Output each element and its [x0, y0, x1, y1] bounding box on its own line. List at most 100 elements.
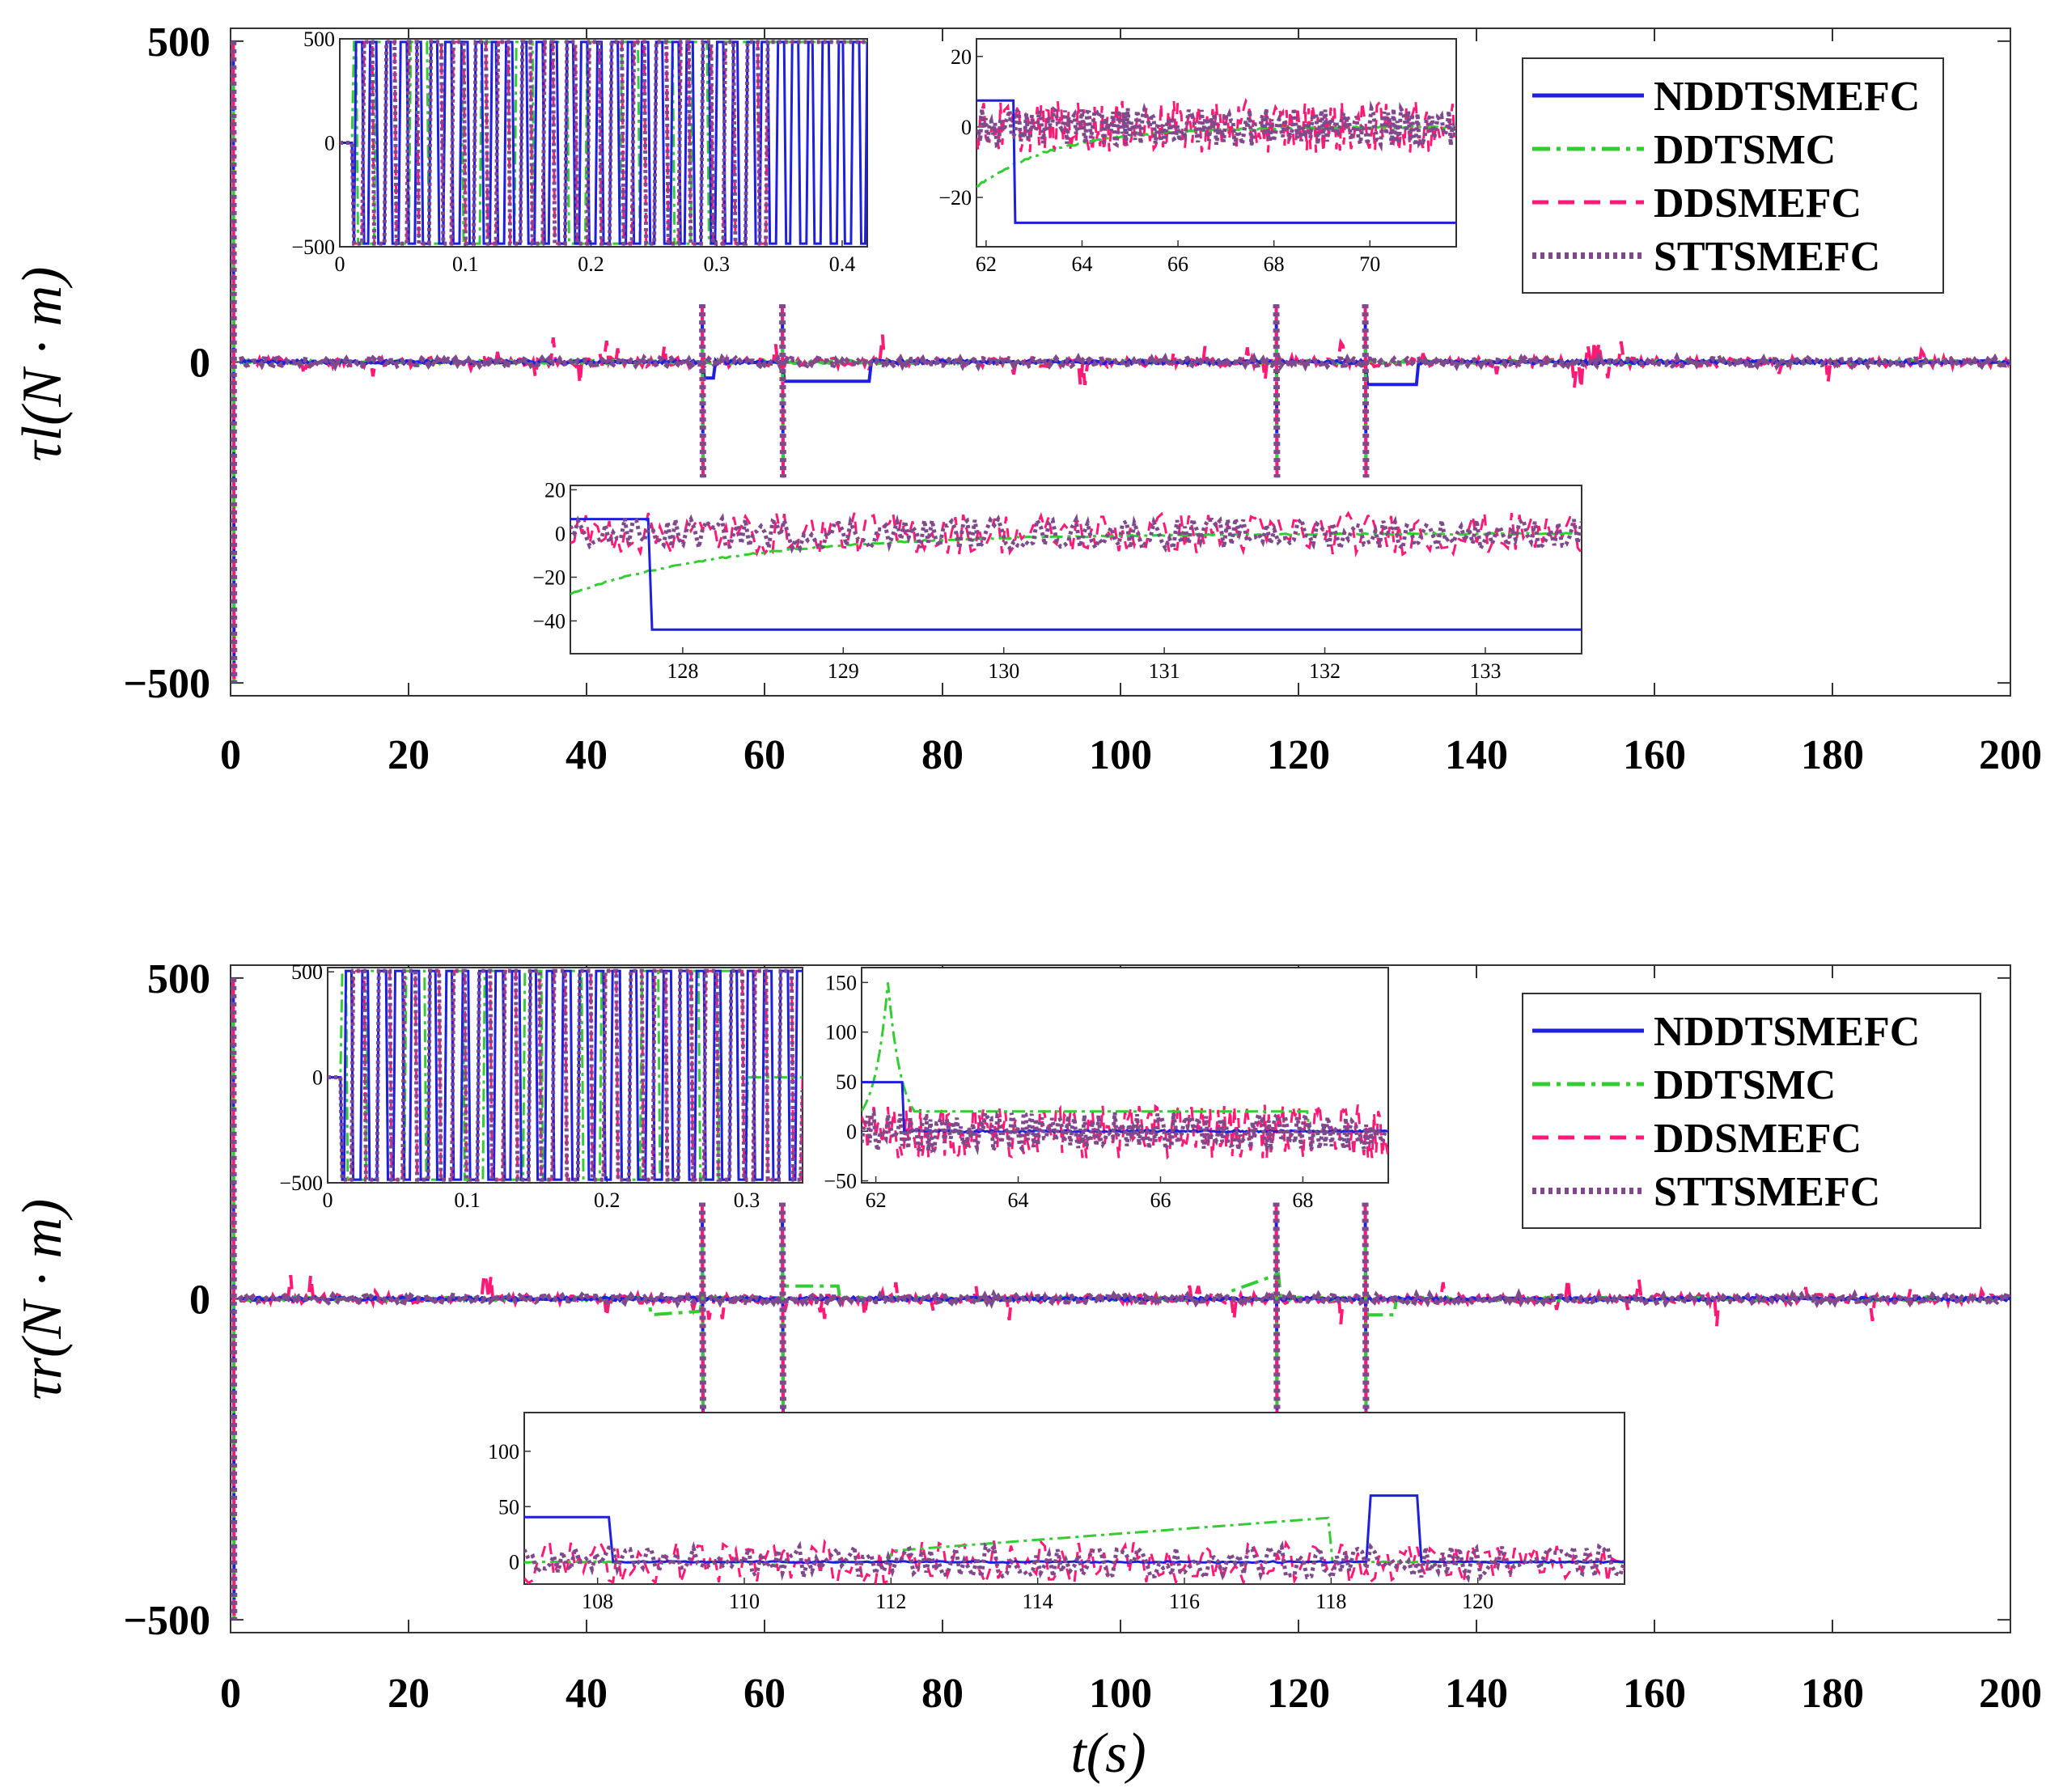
top-inset-3: 128 129 130 131 132 133 20 0 −20 −40 [532, 478, 1582, 683]
inset-x-tick-label: 0.4 [829, 252, 856, 276]
inset-x-tick-label: 0.1 [454, 1188, 481, 1212]
inset-x-tick-label: 0 [323, 1188, 333, 1212]
inset-y-tick-label: 100 [488, 1440, 519, 1464]
inset-series-sttsmefc [524, 1539, 1625, 1583]
inset-y-tick-label: 0 [846, 1120, 857, 1143]
series-sttsmefc [237, 1288, 2010, 1311]
inset-series-sttsmefc [340, 40, 867, 246]
inset-series-nddtsmefc [570, 518, 1582, 631]
y-tick-label: −500 [123, 661, 210, 707]
x-axis-label: t(s) [1070, 1722, 1146, 1785]
bot-inset-2: 62 64 66 68 150 100 50 0 −50 [824, 967, 1389, 1212]
inset-x-tick-label: 120 [1462, 1590, 1493, 1613]
bottom-traces [231, 977, 2010, 1620]
inset-series-nddtsmefc [524, 1494, 1625, 1565]
top-traces [231, 40, 2010, 684]
y-tick-label: 0 [189, 1277, 210, 1324]
inset-series-sttsmefc [862, 1106, 1388, 1156]
inset-x-tick-label: 64 [1008, 1188, 1029, 1212]
inset-traces [328, 968, 803, 1182]
x-tick-label: 20 [388, 732, 430, 778]
x-tick-label: 200 [1979, 732, 2042, 778]
inset-x-tick-label: 116 [1169, 1590, 1200, 1613]
inset-x-tick-label: 70 [1359, 252, 1380, 276]
legend-label-ddsmefc: DDSMEFC [1654, 180, 1862, 227]
top-inset-2: 62 64 66 68 70 20 0 −20 [938, 38, 1457, 276]
spike-ddsmefc [701, 304, 705, 478]
top-legend: NDDTSMEFC DDTSMC DDSMEFC STTSMEFC [1522, 57, 1944, 294]
bot-inset-3: 108 110 112 114 116 118 120 100 50 0 [488, 1412, 1625, 1613]
x-tick-label: 160 [1623, 1671, 1686, 1717]
x-tick-label: 100 [1089, 732, 1152, 778]
inset-series-sttsmefc [976, 100, 1456, 152]
inset-y-tick-label: 0 [509, 1551, 519, 1574]
spike-sttsmefc [231, 977, 238, 1620]
inset-y-tick-label: −500 [291, 235, 335, 259]
inset-y-tick-label: 500 [303, 28, 335, 51]
series-ddsmefc [239, 1273, 2010, 1327]
inset-y-tick-label: 50 [836, 1070, 857, 1094]
inset-frame [523, 1412, 1625, 1585]
inset-y-tick-label: −500 [279, 1171, 323, 1195]
legend-label-ddtsmc: DDTSMC [1654, 127, 1836, 173]
inset-x-tick-label: 0.2 [594, 1188, 621, 1212]
inset-y-tick-label: 50 [498, 1495, 519, 1519]
spike-ddsmefc [781, 304, 785, 478]
inset-x-tick-label: 110 [729, 1590, 760, 1613]
inset-x-tick-label: 62 [976, 252, 997, 276]
inset-frame [861, 967, 1389, 1184]
x-tick-label: 100 [1089, 1671, 1152, 1717]
series-ddsmefc [239, 334, 2010, 389]
x-tick-label: 120 [1267, 1671, 1330, 1717]
x-tick-label: 40 [566, 732, 608, 778]
y-tick-label: 500 [147, 19, 210, 66]
inset-y-tick-label: −50 [824, 1170, 857, 1193]
x-tick-label: 180 [1801, 1671, 1864, 1717]
inset-x-tick-label: 0.3 [703, 252, 730, 276]
x-tick-label: 160 [1623, 732, 1686, 778]
inset-x-tick-label: 64 [1071, 252, 1092, 276]
inset-y-tick-label: 150 [825, 971, 857, 994]
inset-series-ddtsmc [570, 532, 1582, 595]
x-tick-label: 20 [388, 1671, 430, 1717]
x-tick-label: 0 [220, 732, 241, 778]
x-tick-label: 40 [566, 1671, 608, 1717]
legend-label-ddtsmc: DDTSMC [1654, 1062, 1836, 1108]
x-tick-label: 200 [1979, 1671, 2042, 1717]
inset-y-tick-label: 0 [312, 1066, 323, 1090]
inset-traces [524, 1494, 1625, 1584]
inset-x-tick-label: 114 [1023, 1590, 1053, 1613]
inset-y-tick-label: 0 [555, 522, 566, 545]
inset-x-tick-label: 0 [335, 252, 345, 276]
inset-y-tick-label: 20 [544, 478, 566, 502]
inset-traces [340, 40, 867, 246]
spike-sttsmefc [699, 1202, 706, 1415]
x-tick-label: 180 [1801, 732, 1864, 778]
inset-y-tick-label: −20 [532, 566, 566, 589]
spike-sttsmefc [231, 40, 238, 684]
inset-traces [570, 509, 1582, 631]
inset-x-tick-label: 112 [875, 1590, 906, 1613]
inset-x-tick-label: 129 [828, 659, 859, 683]
legend-label-nddtsmefc: NDDTSMEFC [1654, 74, 1920, 120]
inset-y-tick-label: 0 [961, 116, 972, 139]
inset-x-tick-label: 130 [988, 659, 1019, 683]
inset-y-tick-label: 0 [324, 132, 335, 155]
inset-series-ddsmefc [570, 509, 1582, 558]
x-tick-label: 0 [220, 1671, 241, 1717]
x-tick-label: 80 [921, 732, 964, 778]
x-tick-label: 60 [743, 1671, 786, 1717]
inset-series-nddtsmefc [328, 969, 803, 1181]
inset-x-tick-label: 62 [866, 1188, 887, 1212]
y-tick-label: 500 [147, 956, 210, 1002]
legend-label-ddsmefc: DDSMEFC [1654, 1116, 1862, 1162]
inset-x-tick-label: 108 [582, 1590, 613, 1613]
inset-series-nddtsmefc [976, 99, 1456, 224]
x-tick-label: 140 [1445, 732, 1508, 778]
inset-frame [570, 485, 1582, 655]
x-tick-label: 120 [1267, 732, 1330, 778]
inset-y-tick-label: 100 [825, 1021, 857, 1044]
legend-label-sttsmefc: STTSMEFC [1654, 1169, 1880, 1215]
